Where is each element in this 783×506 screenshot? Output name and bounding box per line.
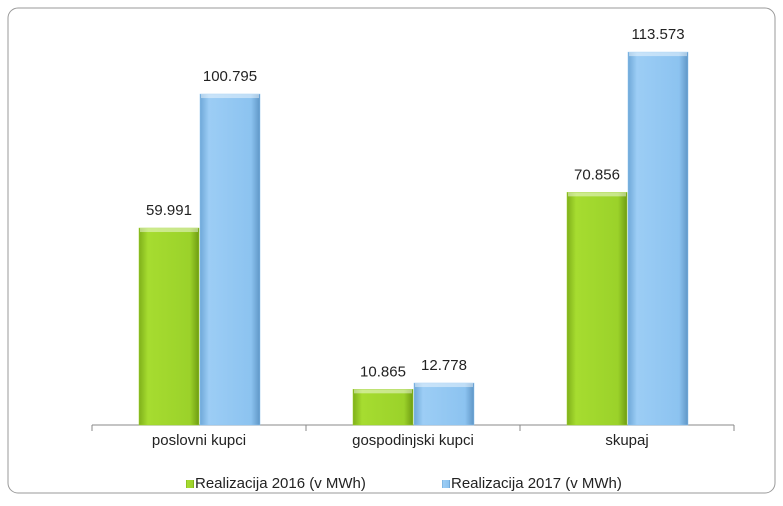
x-tick-label: gospodinjski kupci [352, 432, 474, 449]
bar [627, 51, 689, 426]
bar [352, 389, 414, 426]
bar-bevel [415, 383, 473, 388]
value-label: 113.573 [631, 26, 684, 43]
value-label: 59.991 [146, 202, 192, 219]
bar-bevel [201, 94, 259, 99]
legend-label: Realizacija 2017 (v MWh) [451, 475, 622, 492]
value-label: 100.795 [203, 68, 257, 85]
legend-swatch [186, 480, 194, 488]
legend-swatch [442, 480, 450, 488]
legend-label: Realizacija 2016 (v MWh) [195, 475, 366, 492]
bar-bevel [629, 52, 687, 57]
value-label: 70.856 [574, 166, 620, 183]
bar-bevel [354, 389, 412, 394]
x-tick-label: poslovni kupci [152, 432, 246, 449]
x-tick-label: skupaj [605, 432, 648, 449]
bar [138, 227, 200, 426]
bar [413, 382, 475, 426]
bar-bevel [140, 228, 198, 233]
bar [566, 192, 628, 426]
value-label: 10.865 [360, 363, 406, 380]
value-label: 12.778 [421, 357, 467, 374]
bar-bevel [568, 192, 626, 197]
bar [199, 93, 261, 426]
